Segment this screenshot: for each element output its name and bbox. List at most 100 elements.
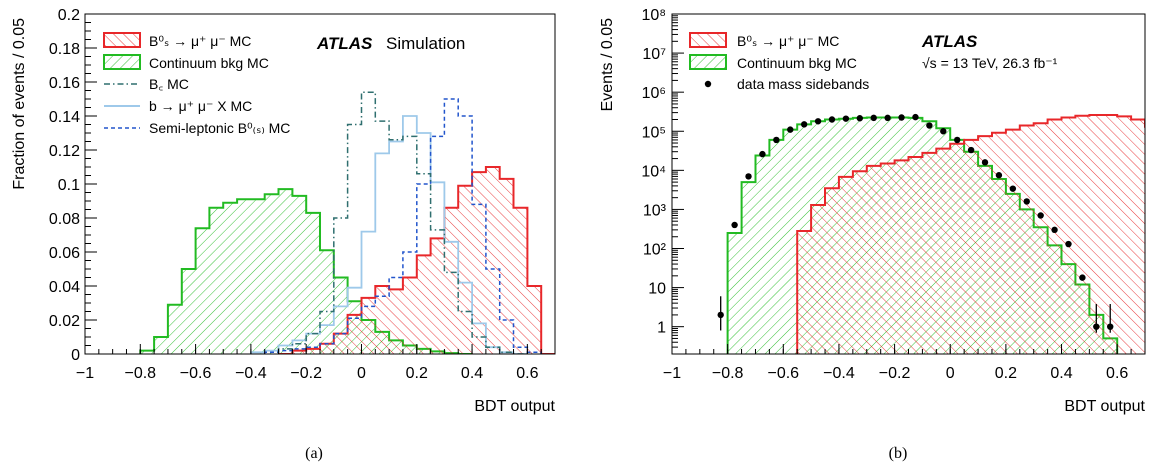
- data-point: [717, 311, 724, 319]
- panel-b-xtick-label: −0.8: [712, 365, 744, 382]
- panel-b-ytick-label: 10⁵: [642, 124, 666, 141]
- data-point: [731, 221, 738, 229]
- panel-b-atlas-label: ATLAS: [921, 32, 978, 51]
- panel-a-ytick-label: 0: [71, 347, 80, 364]
- legend-semilep: Semi-leptonic B⁰₍ₛ₎ MC: [149, 120, 290, 136]
- data-point: [745, 173, 752, 180]
- panel-b-ytick-label: 10³: [643, 202, 667, 219]
- panel-b-ytick-label: 1: [657, 320, 666, 337]
- panel-a-ytick-label: 0.12: [49, 143, 80, 160]
- legend-b-signal: B⁰ₛ → μ⁺ μ⁻ MC: [737, 33, 839, 49]
- data-point: [828, 116, 836, 123]
- data-point: [1051, 226, 1058, 234]
- semilep-hist-line: [263, 98, 542, 354]
- panel-a: −1 −0.8 −0.6 −0.4 −0.2 0 0.2 0.4 0.6 0 0.02 0.04 0.0…: [11, 7, 556, 462]
- legend-b-swatch-signal: [689, 32, 727, 48]
- data-point: [1107, 323, 1114, 330]
- panel-a-xtick-label: 0.6: [516, 365, 538, 382]
- data-point: [1093, 323, 1100, 330]
- panel-a-ytick-label: 0.18: [49, 41, 80, 58]
- panel-a-ytick-label: 0.14: [49, 109, 80, 126]
- data-point: [912, 113, 919, 121]
- legend-bmumux: b → μ⁺ μ⁻ X MC: [149, 98, 252, 114]
- panel-a-xtick-label: 0: [357, 365, 366, 382]
- data-point: [1065, 240, 1072, 248]
- panel-a-ytick-label: 0.2: [58, 7, 80, 24]
- data-point: [856, 115, 864, 122]
- legend-b-data: data mass sidebands: [737, 76, 869, 92]
- panel-b-xtick-label: −0.4: [823, 365, 855, 382]
- b-signal-hist-line: [796, 114, 1145, 354]
- legend-signal: B⁰ₛ → μ⁺ μ⁻ MC: [149, 33, 251, 49]
- panel-a-ytick-label: 0.16: [49, 75, 80, 92]
- panel-a-ytick-label: 0.04: [49, 279, 80, 296]
- panel-a-xlabel: BDT output: [474, 398, 555, 415]
- panel-b-xtick-label: 0.6: [1106, 365, 1128, 382]
- panel-a-caption: (a): [305, 445, 323, 462]
- panel-a-ticks: −1 −0.8 −0.6 −0.4 −0.2 0 0.2 0.4 0.6 0 0.02 0.04 0.0…: [49, 7, 556, 382]
- data-point: [1009, 185, 1017, 192]
- data-point: [995, 172, 1003, 179]
- legend-bc: B꜀ MC: [149, 76, 189, 92]
- panel-a-ytick-label: 0.08: [49, 211, 80, 228]
- data-point: [967, 146, 975, 154]
- panel-b-xtick-label: −0.2: [879, 365, 911, 382]
- data-point: [940, 128, 947, 135]
- panel-b-ytick-label: 10: [648, 281, 666, 298]
- b-signal-hist-fill: [797, 115, 1145, 354]
- panel-b-ticks: −1 −0.8 −0.6 −0.4 −0.2 0 0.2 0.4 0.6 1 10 10² 10³ 10⁴…: [641, 7, 1146, 382]
- data-point: [773, 136, 780, 144]
- panel-a-xtick-label: 0.4: [461, 365, 483, 382]
- panel-a-histograms: [139, 91, 555, 354]
- panel-b-ytick-label: 10⁷: [642, 46, 666, 63]
- continuum-hist-fill: [140, 189, 473, 354]
- panel-b: −1 −0.8 −0.6 −0.4 −0.2 0 0.2 0.4 0.6 1 10 10² 10³ 10⁴…: [599, 7, 1146, 462]
- panel-b-xtick-label: −0.6: [767, 365, 799, 382]
- panel-b-xtick-label: 0: [946, 365, 955, 382]
- panel-b-ylabel: Events / 0.05: [599, 18, 616, 111]
- panel-b-xtick-label: −1: [663, 365, 681, 382]
- data-point: [814, 118, 822, 125]
- data-point: [953, 136, 961, 144]
- panel-a-legend: B⁰ₛ → μ⁺ μ⁻ MC Continuum bkg MC B꜀ MC b …: [103, 32, 290, 136]
- panel-b-ytick-label: 10²: [643, 242, 667, 259]
- data-point: [759, 150, 766, 158]
- data-point: [787, 126, 794, 133]
- legend-b-swatch-continuum: [689, 54, 727, 70]
- panel-b-ytick-label: 10⁴: [641, 163, 666, 180]
- data-point: [1079, 274, 1086, 281]
- data-point: [884, 114, 891, 122]
- bmumux-hist-line: [250, 115, 528, 354]
- panel-a-ylabel: Fraction of events / 0.05: [11, 18, 28, 190]
- legend-swatch-continuum: [103, 54, 141, 70]
- panel-b-xlabel: BDT output: [1064, 398, 1145, 415]
- data-point: [842, 115, 850, 122]
- legend-continuum: Continuum bkg MC: [149, 55, 269, 71]
- panel-a-xtick-label: −0.8: [124, 365, 156, 382]
- legend-swatch-signal: [103, 32, 141, 48]
- panel-b-caption: (b): [889, 445, 908, 462]
- data-point: [1023, 198, 1030, 205]
- data-point: [981, 159, 989, 166]
- panel-b-energy-label: √s = 13 TeV, 26.3 fb⁻¹: [922, 55, 1058, 71]
- bc-hist-line: [277, 91, 528, 354]
- data-point: [870, 114, 877, 122]
- panel-a-xtick-label: −0.6: [180, 365, 212, 382]
- panel-b-ytick-label: 10⁸: [641, 7, 666, 24]
- legend-b-swatch-data: [704, 80, 712, 88]
- panel-b-xtick-label: 0.2: [995, 365, 1017, 382]
- panel-a-atlas-suffix: Simulation: [386, 34, 465, 53]
- panel-a-ytick-label: 0.06: [49, 245, 80, 262]
- panel-a-xtick-label: −1: [76, 365, 94, 382]
- panel-a-ytick-label: 0.1: [58, 177, 80, 194]
- legend-b-continuum: Continuum bkg MC: [737, 55, 857, 71]
- data-point: [800, 121, 808, 128]
- data-point: [1037, 212, 1044, 219]
- panel-b-legend: B⁰ₛ → μ⁺ μ⁻ MC Continuum bkg MC data mas…: [689, 32, 869, 92]
- panel-a-ytick-label: 0.02: [49, 313, 80, 330]
- data-point: [898, 114, 905, 121]
- panel-a-atlas-label: ATLAS: [316, 34, 373, 53]
- panel-b-histograms: [717, 113, 1145, 354]
- panel-a-xtick-label: −0.2: [290, 365, 322, 382]
